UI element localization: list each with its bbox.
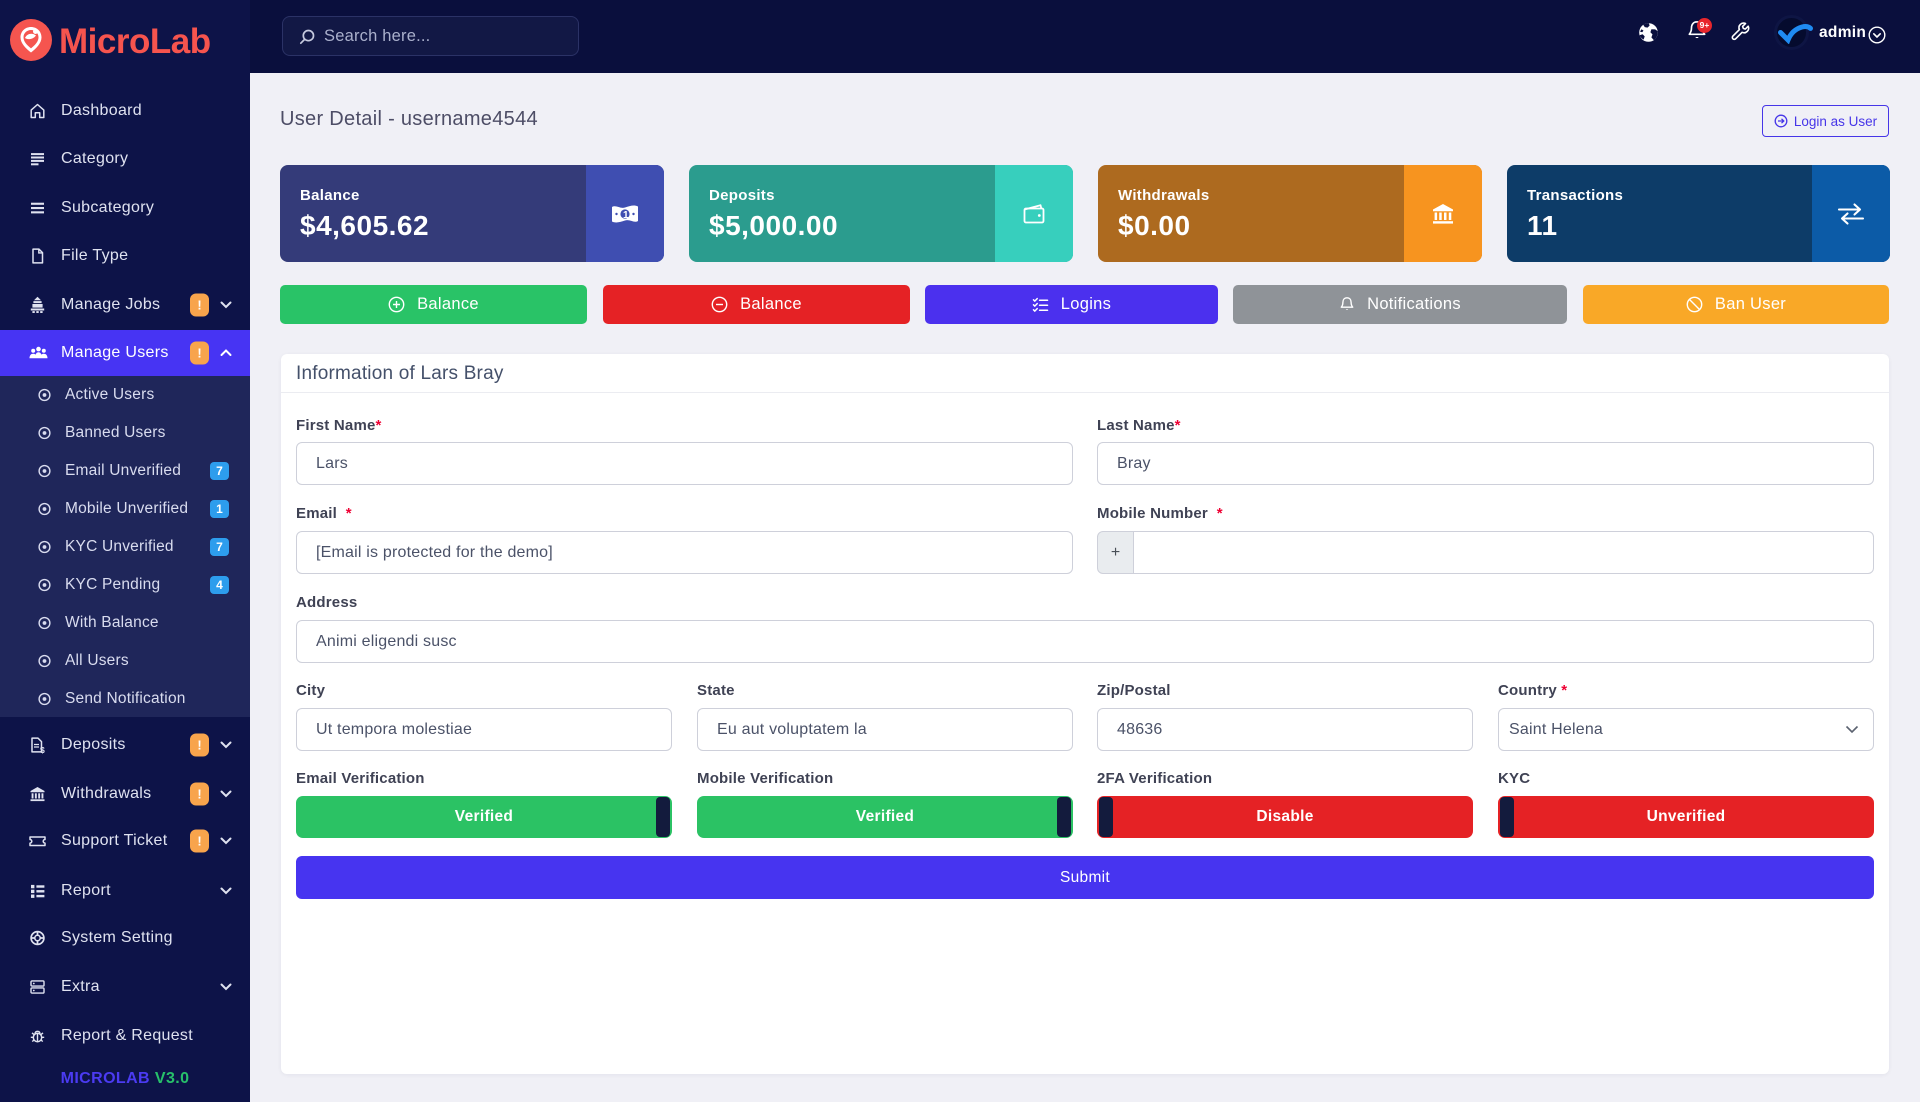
- svg-text:1: 1: [623, 209, 629, 220]
- svg-text:$: $: [40, 745, 45, 755]
